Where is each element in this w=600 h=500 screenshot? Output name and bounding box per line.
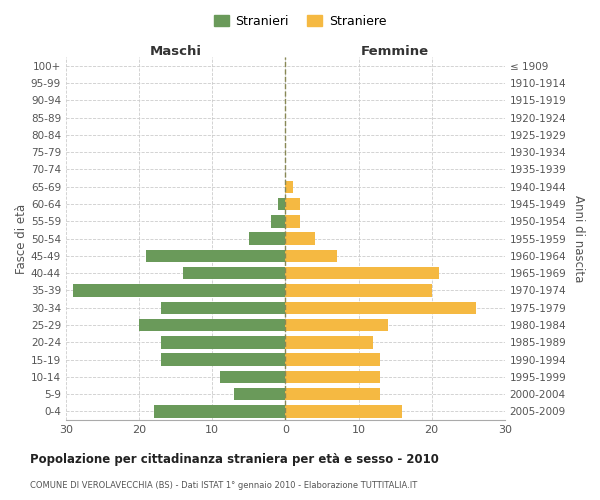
Bar [286,267,439,280]
Bar [146,250,286,262]
Bar [286,319,388,332]
Bar [161,336,286,348]
Bar [286,406,403,417]
Bar [286,302,476,314]
Text: Maschi: Maschi [149,45,202,58]
Bar [286,232,314,245]
Bar [286,388,380,400]
Bar [286,180,293,193]
Text: COMUNE DI VEROLAVECCHIA (BS) - Dati ISTAT 1° gennaio 2010 - Elaborazione TUTTITA: COMUNE DI VEROLAVECCHIA (BS) - Dati ISTA… [30,480,417,490]
Legend: Stranieri, Straniere: Stranieri, Straniere [210,11,390,32]
Bar [183,267,286,280]
Bar [286,336,373,348]
Bar [286,250,337,262]
Bar [278,198,286,210]
Bar [286,354,380,366]
Bar [73,284,286,296]
Bar [161,302,286,314]
Text: Femmine: Femmine [361,45,429,58]
Y-axis label: Anni di nascita: Anni di nascita [572,195,585,282]
Bar [286,284,431,296]
Bar [271,215,286,228]
Bar [286,370,380,383]
Bar [249,232,286,245]
Text: Popolazione per cittadinanza straniera per età e sesso - 2010: Popolazione per cittadinanza straniera p… [30,452,439,466]
Bar [220,370,286,383]
Bar [161,354,286,366]
Bar [139,319,286,332]
Bar [286,215,300,228]
Bar [234,388,286,400]
Bar [286,198,300,210]
Y-axis label: Fasce di età: Fasce di età [15,204,28,274]
Bar [154,406,286,417]
